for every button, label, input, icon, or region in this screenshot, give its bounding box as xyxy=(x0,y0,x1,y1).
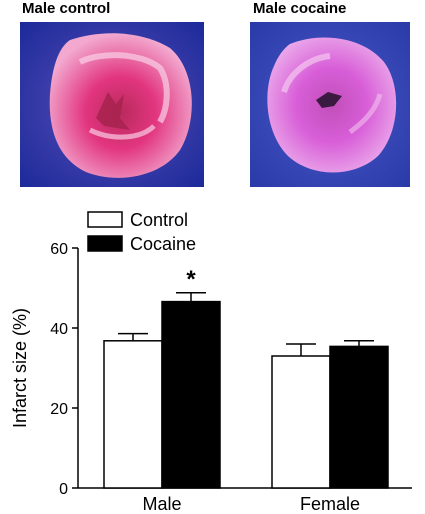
y-tick-label: 60 xyxy=(50,241,68,258)
significance-marker: * xyxy=(186,266,196,293)
panel-label-cocaine: Male cocaine xyxy=(253,0,347,17)
heart-section-photo-cocaine xyxy=(250,22,410,187)
legend-label: Control xyxy=(130,210,188,230)
y-tick-label: 40 xyxy=(50,321,68,338)
legend-swatch xyxy=(87,235,123,252)
legend-label: Cocaine xyxy=(130,234,196,254)
heart-section-photo-control xyxy=(20,22,204,187)
y-tick-label: 0 xyxy=(59,481,68,498)
bar xyxy=(329,345,389,489)
bar xyxy=(103,340,163,489)
y-axis-label: Infarct size (%) xyxy=(10,308,30,428)
x-tick-label: Female xyxy=(300,494,360,514)
legend-swatch xyxy=(87,211,123,228)
bar xyxy=(271,355,331,489)
panel-label-control: Male control xyxy=(22,0,111,17)
bar xyxy=(161,300,221,489)
y-tick-label: 20 xyxy=(50,401,68,418)
x-tick-label: Male xyxy=(142,494,181,514)
